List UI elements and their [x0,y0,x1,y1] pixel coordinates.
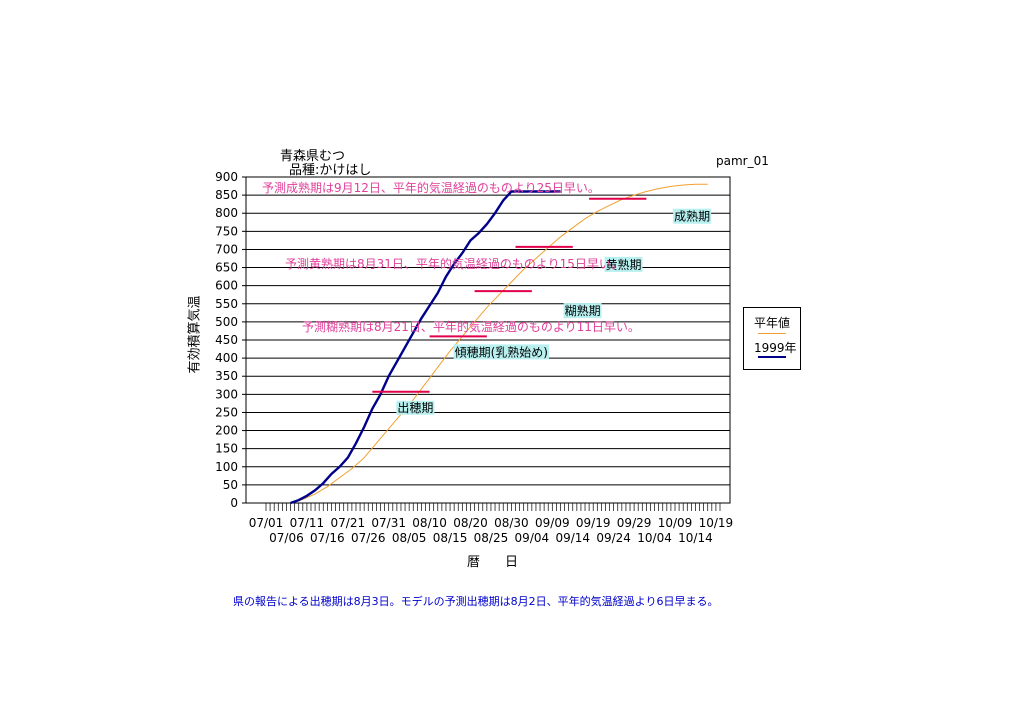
stage-label-bg [673,208,712,224]
x-tick-label: 07/11 [290,516,325,530]
y-tick-label: 0 [230,496,238,510]
y-tick-label: 150 [215,442,238,456]
y-tick-label: 450 [215,333,238,347]
x-tick-label: 07/21 [331,516,366,530]
prediction-annotation: 予測黄熟期は8月31日、平年的気温経過のものより15日早い。 [285,256,623,271]
footnote: 県の報告による出穂期は8月3日。モデルの予測出穂期は8月2日、平年的気温経過より… [233,595,719,608]
stage-labels: 出穂期 傾穂期(乳熟始め) 糊熟期 黄熟期 成熟期 [396,208,712,415]
stage-label-bg [604,256,643,272]
x-tick-label: 07/26 [351,531,386,545]
y-tick-label: 300 [215,387,238,401]
prediction-annotation: 予測糊熟期は8月21日、平年的気温経過のものより11日早い。 [302,319,640,334]
x-tick-label: 10/09 [658,516,693,530]
y-tick-label: 850 [215,188,238,202]
stage-label: 糊熟期 [565,303,601,318]
program-id: pamr_01 [716,154,769,168]
x-tick-label: 10/04 [637,531,672,545]
x-tick-label: 07/16 [310,531,345,545]
legend-swatch-normal [758,333,786,334]
y-tick-label: 50 [223,478,238,492]
variety-title: 品種:かけはし [289,163,372,178]
y-tick-label: 550 [215,297,238,311]
x-tick-label: 09/19 [576,516,611,530]
stage-label-bg [396,400,435,415]
y-tick-label: 800 [215,206,238,220]
y-tick-label: 600 [215,279,238,293]
y-tick-label: 350 [215,369,238,383]
x-tick-label: 07/06 [269,531,304,545]
x-tick-label: 09/09 [535,516,570,530]
x-tick-label: 09/04 [515,531,550,545]
x-tick-label: 09/29 [617,516,652,530]
legend-label-1999: 1999年 [754,341,797,355]
location-title: 青森県むつ [280,149,346,164]
series-line-1999 [290,190,561,505]
x-tick-label: 07/01 [249,516,284,530]
x-tick-label: 08/10 [412,516,447,530]
grid [246,176,730,504]
annotations: 予測成熟期は9月12日、平年的気温経過のものより25日早い。予測黄熟期は8月31… [262,180,640,334]
stage-label: 出穂期 [397,401,433,415]
x-axis-label: 暦 日 [467,555,525,570]
y-tick-label: 200 [215,424,238,438]
legend: 平年値 1999年 [743,307,801,370]
x-tick-label: 07/31 [371,516,406,530]
y-tick-label: 250 [215,405,238,419]
y-axis: 0 50 100 150 200 250 300 350 400 450 500 550 600 650 7… [215,170,246,510]
y-tick-label: 650 [215,261,238,275]
x-tick-label: 08/15 [433,531,468,545]
stage-label: 黄熟期 [605,257,641,272]
legend-swatch-1999 [758,356,786,358]
x-tick-label: 09/14 [555,531,590,545]
y-tick-label: 400 [215,351,238,365]
y-tick-label: 900 [215,170,238,184]
x-tick-label: 10/19 [699,516,734,530]
x-tick-label: 10/14 [678,531,713,545]
x-tick-label: 08/20 [453,516,488,530]
y-tick-label: 500 [215,315,238,329]
series-layer [290,183,708,505]
stage-label: 成熟期 [674,209,710,224]
x-tick-label: 08/30 [494,516,529,530]
y-tick-label: 700 [215,242,238,256]
y-tick-label: 100 [215,460,238,474]
x-tick-label: 08/05 [392,531,427,545]
stage-markers [372,197,647,393]
x-tick-label: 08/25 [474,531,509,545]
y-tick-label: 750 [215,224,238,238]
stage-label-bg [563,303,602,319]
legend-label-normal: 平年値 [754,316,791,330]
x-axis: 07/01 07/11 07/21 07/31 08/10 08/20 08/30 09/09… [249,503,734,545]
prediction-annotation: 予測成熟期は9月12日、平年的気温経過のものより25日早い。 [262,180,600,195]
stage-label-bg [453,344,549,360]
stage-label: 傾穂期(乳熟始め) [455,344,548,359]
x-tick-label: 09/24 [596,531,631,545]
y-axis-label: 有効積算気温 [187,295,203,374]
series-line-normal [290,183,708,504]
